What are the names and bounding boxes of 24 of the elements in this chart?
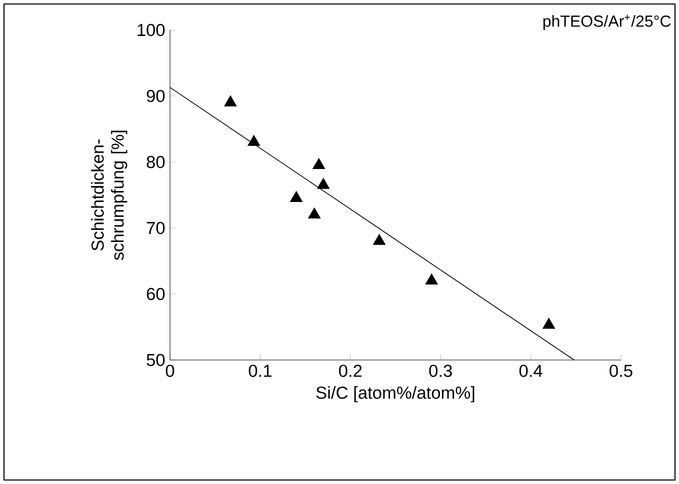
- x-tick-label: 0.3: [429, 364, 452, 377]
- point: [290, 191, 302, 202]
- point: [373, 234, 386, 245]
- x-axis-title: Si/C [atom%/atom%]: [316, 386, 474, 402]
- y-tick-label: 70: [146, 222, 165, 234]
- point: [425, 274, 438, 285]
- x-tick-label: 0: [166, 364, 174, 377]
- point: [308, 208, 320, 219]
- point: [317, 178, 330, 189]
- x-tick-label: 0.2: [339, 364, 362, 377]
- point: [248, 135, 260, 146]
- x-tick-label: 0.4: [519, 364, 542, 377]
- y-tick-label: 50: [146, 354, 165, 366]
- point: [224, 96, 237, 106]
- y-tick-label: 90: [146, 90, 165, 102]
- x-tick-label: 0.1: [248, 364, 272, 377]
- point: [312, 158, 325, 170]
- y-tick-label: 60: [146, 288, 165, 300]
- point: [542, 318, 556, 329]
- y-axis-title: Schichtdicken- schrumpfung [%]: [91, 130, 128, 260]
- y-tick-label: 100: [138, 24, 165, 36]
- text: phTEOS/Ar$^{+}$/25°C: [543, 14, 671, 30]
- x-tick-label: 0.5: [610, 364, 632, 377]
- y-tick-label: 80: [146, 156, 165, 168]
